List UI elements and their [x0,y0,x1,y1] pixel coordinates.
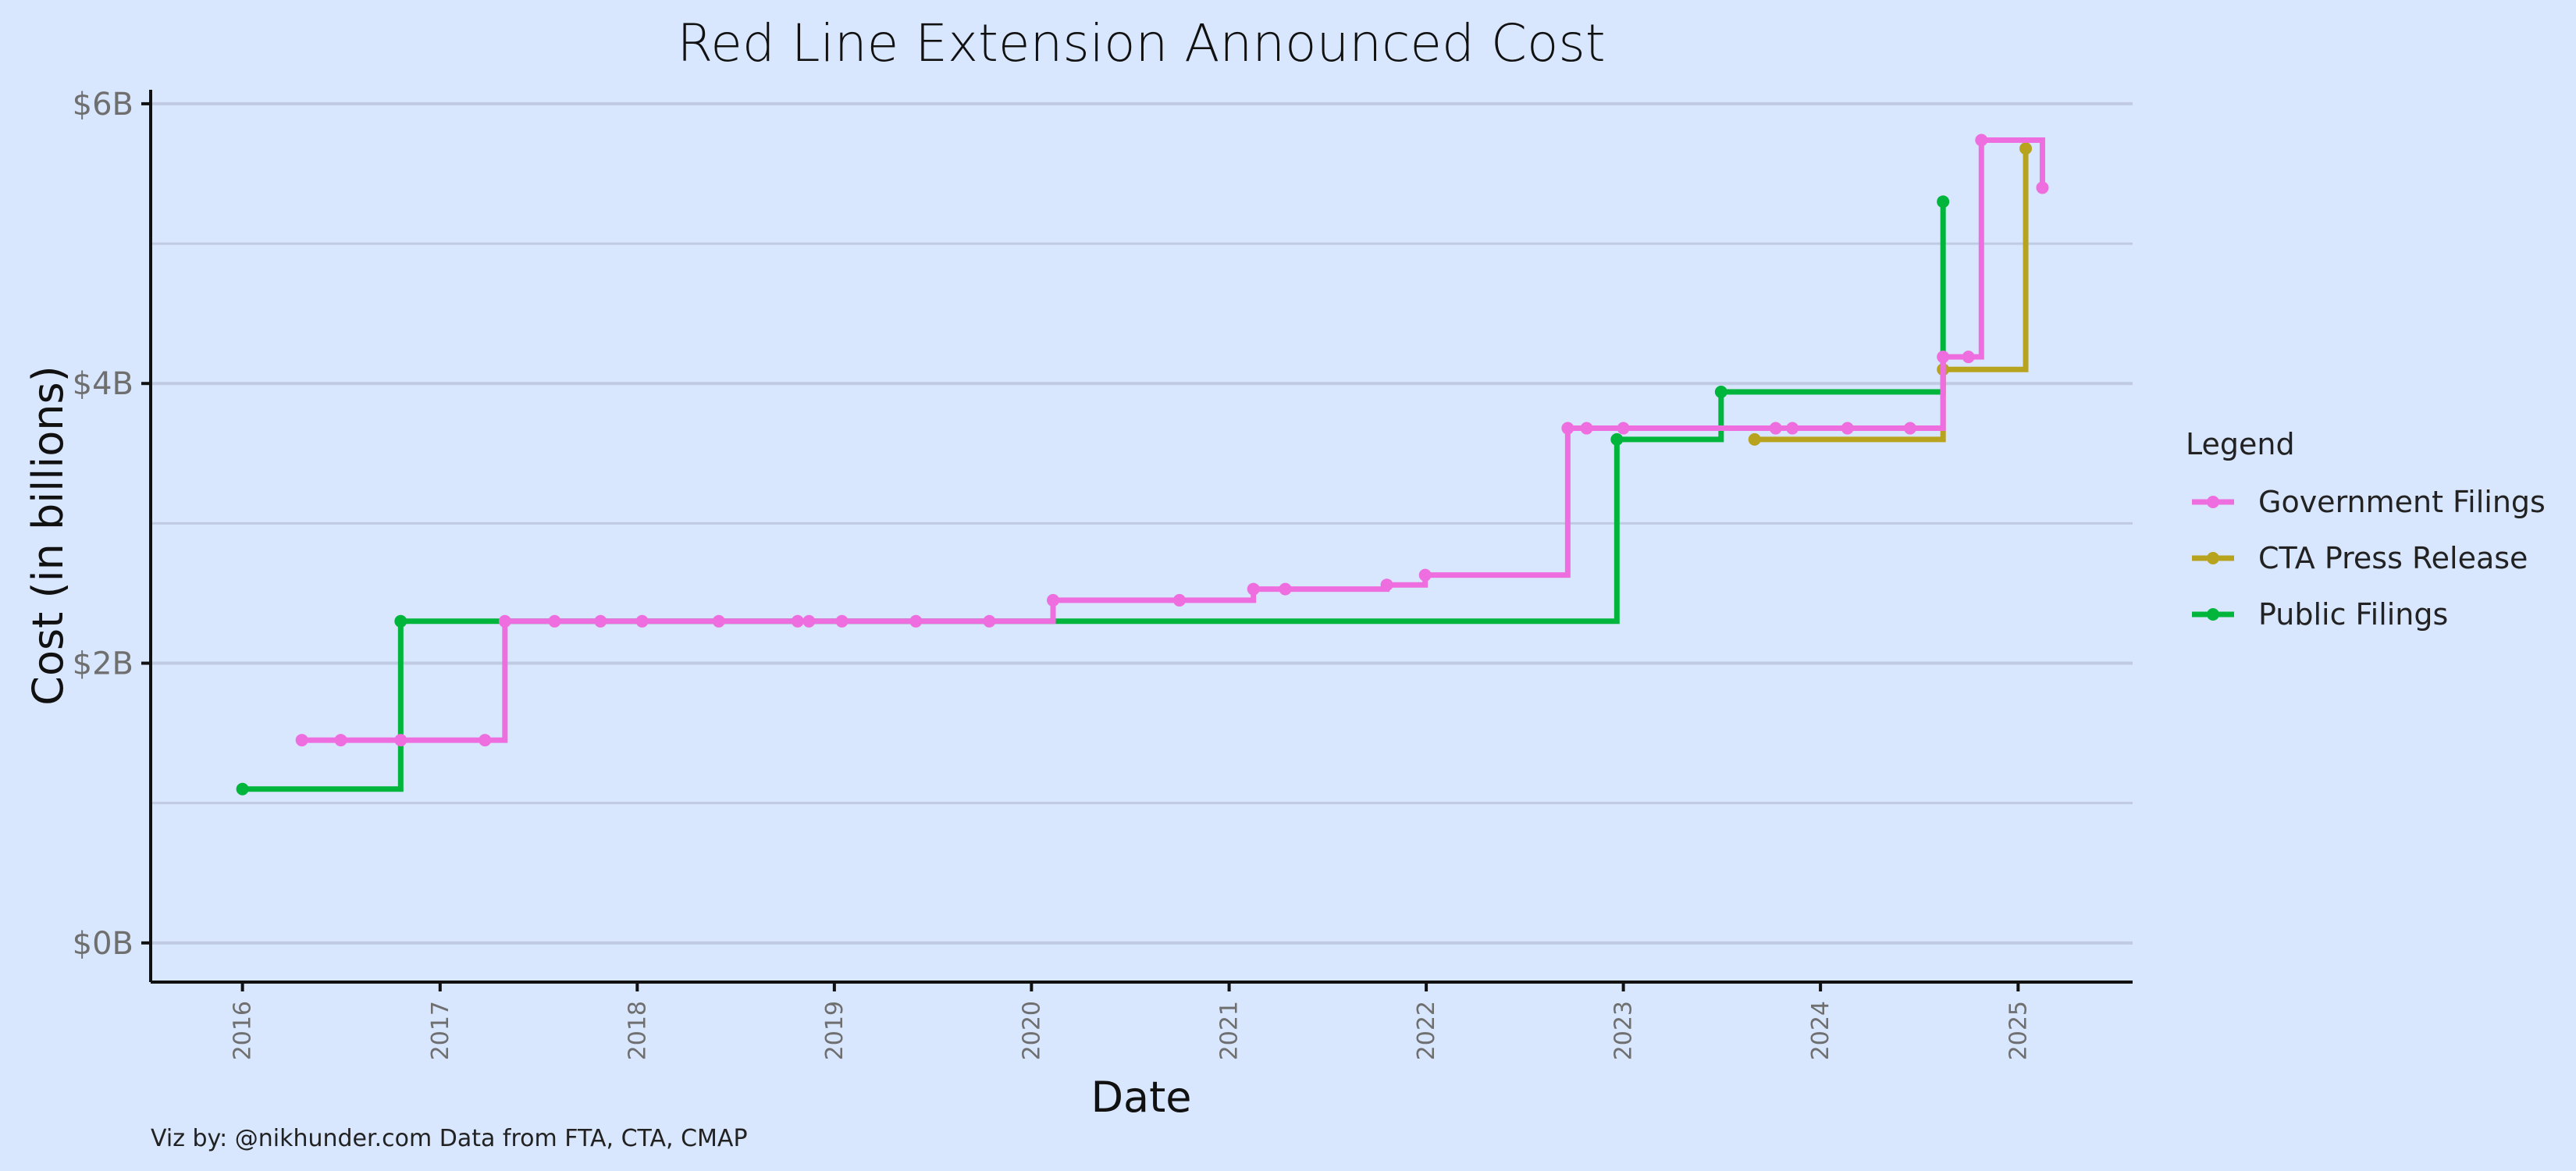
data-point [1714,385,1727,398]
data-point [802,614,816,628]
caption: Viz by: @nikhunder.com Data from FTA, CT… [151,1125,748,1152]
data-point [498,614,511,628]
legend-swatch-point [2207,608,2219,621]
legend-item: Government Filings [2192,485,2546,519]
legend-title: Legend [2186,427,2295,461]
data-point [479,734,492,747]
data-point [1841,422,1854,435]
y-ticks: $0B $2B $4B $6B [73,87,151,962]
data-point [594,614,607,628]
data-point [1962,351,1975,364]
data-point [1937,351,1950,364]
data-point [1047,593,1060,607]
data-point [1617,422,1630,435]
data-point [295,734,308,747]
legend-item: CTA Press Release [2192,541,2528,575]
x-tick-label: 2016 [229,1001,257,1060]
y-tick-label: $0B [73,926,133,962]
series-line [1754,148,2029,443]
x-tick-label: 2024 [1807,1001,1834,1060]
data-point [1418,568,1432,582]
x-tick-label: 2017 [427,1001,454,1060]
x-axis-label: Date [1091,1073,1191,1122]
y-axis-label: Cost (in billions) [23,365,73,705]
data-point [236,782,249,795]
x-tick-label: 2022 [1413,1001,1440,1060]
data-point [2036,181,2049,194]
x-tick-label: 2018 [624,1001,651,1060]
data-point [1903,422,1916,435]
legend: Legend Government Filings CTA Press Relea… [2186,427,2546,632]
data-point [1937,195,1950,208]
data-point [334,734,347,747]
x-tick-label: 2023 [1610,1001,1638,1060]
data-point [1380,578,1393,592]
legend-item: Public Filings [2192,597,2448,632]
data-point [1975,133,1988,147]
series-line [242,201,1946,792]
data-point [1172,593,1186,607]
legend-swatch-point [2207,552,2219,564]
x-ticks: 2016 2017 2018 2019 2020 2021 2022 2023 2024 2025 [229,982,2032,1060]
data-point [394,734,407,747]
data-point [1580,422,1593,435]
data-point [791,614,804,628]
data-point [712,614,725,628]
x-tick-label: 2025 [2005,1001,2032,1060]
y-tick-label: $6B [73,87,133,123]
data-point [1279,582,1292,596]
y-tick-label: $4B [73,366,133,402]
legend-swatch-point [2207,496,2219,508]
x-tick-label: 2019 [821,1001,849,1060]
series-line [301,137,2045,743]
data-point [548,614,561,628]
data-point [909,614,923,628]
data-point [1748,432,1761,446]
legend-label: Government Filings [2258,485,2546,519]
data-point [1247,582,1260,596]
data-point [635,614,649,628]
data-point [983,614,996,628]
chart-title: Red Line Extension Announced Cost [677,13,1605,73]
x-tick-label: 2021 [1216,1001,1244,1060]
data-point [1769,422,1782,435]
data-point [835,614,849,628]
data-point [1610,432,1624,446]
legend-label: Public Filings [2258,597,2448,632]
series-layer [236,133,2049,795]
data-point [1786,422,1799,435]
data-point [2019,142,2033,155]
data-point [394,614,407,628]
data-point [1561,422,1574,435]
legend-label: CTA Press Release [2258,541,2528,575]
y-tick-label: $2B [73,646,133,682]
x-tick-label: 2020 [1018,1001,1045,1060]
grid [151,101,2133,945]
